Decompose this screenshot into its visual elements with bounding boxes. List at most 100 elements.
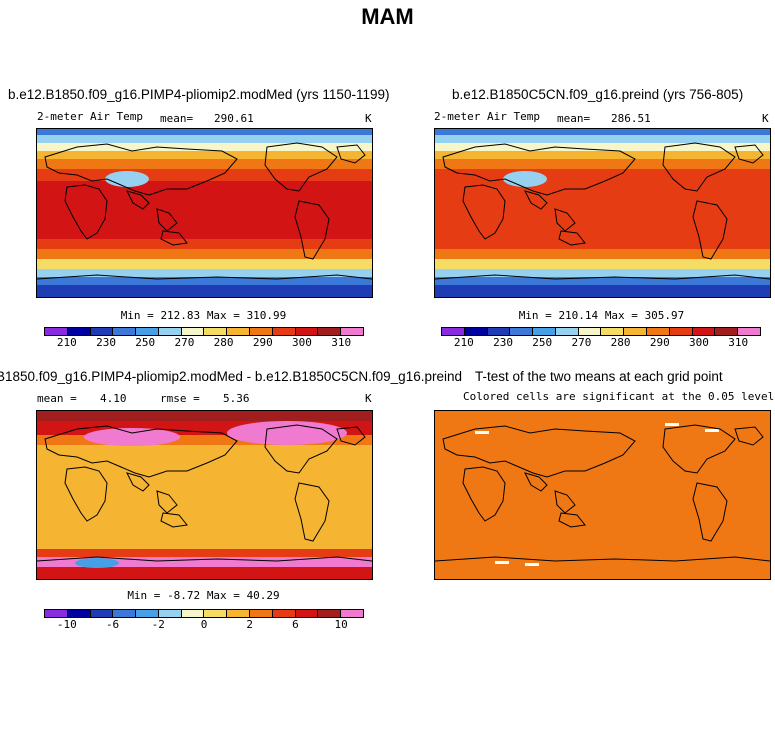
- colorbar-tick-label: 250: [135, 336, 156, 349]
- panel-title-bottom-left: b.e12.B1850.f09_g16.PIMP4-pliomip2.modMe…: [0, 369, 462, 384]
- rmse-label-bottom-left: rmse =: [160, 392, 200, 405]
- coastline: [160, 230, 188, 246]
- map-bottom-left: [36, 410, 373, 580]
- min-value-top-left: 212.83: [160, 309, 201, 322]
- map-band: [37, 567, 372, 579]
- map-band: [37, 159, 372, 169]
- panel-title-clip: b.e12.B1850.f09_g16.PIMP4-pliomip2.modMe…: [0, 369, 462, 389]
- map-band: [37, 239, 372, 249]
- colorbar-swatch: [158, 328, 182, 335]
- map-blob: [227, 421, 347, 445]
- colorbar-swatch: [341, 328, 363, 335]
- map-band: [435, 277, 770, 285]
- coastline: [37, 274, 372, 280]
- colorbar-swatch: [90, 328, 114, 335]
- mean-value-top-left: 290.61: [214, 112, 254, 125]
- map-bottom-right: [434, 410, 771, 580]
- colorbar-top-right: 210 230 250 270 280 290 300 310: [441, 327, 761, 350]
- min-label-top-left: Min =: [120, 309, 154, 322]
- colorbar-swatch: [715, 328, 739, 335]
- map-band: [37, 129, 372, 135]
- map-canvas: [435, 411, 770, 579]
- colorbar-swatch: [533, 328, 556, 335]
- map-canvas: [37, 129, 372, 297]
- map-band: [37, 549, 372, 557]
- colorbar-tick-label: 210: [453, 336, 474, 349]
- colorbar-swatch: [250, 610, 273, 617]
- panel-title-top-left: b.e12.B1850.f09_g16.PIMP4-pliomip2.modMe…: [8, 87, 390, 102]
- colorbar-tick-label: 290: [252, 336, 273, 349]
- map-band: [435, 411, 770, 579]
- map-band: [435, 135, 770, 143]
- map-band: [435, 269, 770, 277]
- colorbar-tick-label: -6: [105, 618, 120, 631]
- min-value-bottom-left: -8.72: [167, 589, 201, 602]
- mean-value-bottom-left: 4.10: [100, 392, 127, 405]
- map-band: [37, 411, 372, 421]
- map-band: [37, 181, 372, 239]
- map-band: [37, 445, 372, 549]
- colorbar-swatch: [510, 328, 534, 335]
- colorbar-top-left: 210 230 250 270 280 290 300 310: [44, 327, 364, 350]
- colorbar-swatch: [578, 328, 602, 335]
- colorbar-swatch: [442, 328, 465, 335]
- colorbar-tick-label: 310: [728, 336, 749, 349]
- coastline: [442, 143, 636, 196]
- colorbar-swatch: [45, 328, 68, 335]
- map-blob: [84, 428, 180, 446]
- map-blob: [503, 171, 547, 187]
- coastline: [442, 425, 636, 478]
- colorbar-swatch: [113, 328, 137, 335]
- colorbar-swatch: [555, 328, 579, 335]
- colorbar-swatch: [158, 610, 182, 617]
- coastline: [462, 184, 506, 240]
- coastline: [156, 208, 178, 232]
- colorbar-swatch: [113, 610, 137, 617]
- coastline: [524, 190, 548, 210]
- map-band: [435, 239, 770, 249]
- colorbar-swatch: [318, 610, 342, 617]
- coastline: [435, 274, 770, 280]
- variable-label-top-right: 2-meter Air Temp: [434, 110, 540, 123]
- map-blob: [525, 563, 539, 566]
- coastline: [44, 143, 238, 196]
- map-band: [435, 159, 770, 169]
- colorbar-swatch: [464, 328, 488, 335]
- colorbar-swatch: [295, 328, 319, 335]
- map-blob: [665, 423, 679, 426]
- colorbar-swatch: [181, 328, 205, 335]
- map-band: [37, 259, 372, 269]
- coastline: [126, 190, 150, 210]
- colorbar-tick-label: 6: [292, 618, 299, 631]
- coastline: [662, 424, 736, 474]
- max-value-top-left: 310.99: [246, 309, 287, 322]
- colorbar-swatches: [44, 327, 364, 336]
- coastline: [294, 200, 330, 260]
- map-blob: [475, 431, 489, 434]
- map-top-right: [434, 128, 771, 298]
- coastline: [294, 482, 330, 542]
- units-top-left: K: [365, 112, 372, 125]
- colorbar-tick-label: 0: [200, 618, 208, 631]
- mean-label-bottom-left: mean =: [37, 392, 77, 405]
- map-blob: [495, 561, 509, 564]
- map-band: [37, 249, 372, 259]
- map-band: [435, 143, 770, 151]
- coastline: [264, 424, 338, 474]
- coastline: [692, 482, 728, 542]
- colorbar-swatch: [67, 610, 91, 617]
- coastline: [160, 512, 188, 528]
- colorbar-swatch: [250, 328, 273, 335]
- units-bottom-left: K: [365, 392, 372, 405]
- colorbar-swatch: [204, 328, 228, 335]
- max-value-top-right: 305.97: [644, 309, 685, 322]
- map-band: [37, 435, 372, 445]
- colorbar-swatch: [601, 328, 625, 335]
- minmax-top-left: Min = 212.83 Max = 310.99: [36, 309, 371, 322]
- coastline: [64, 466, 108, 522]
- min-label-top-right: Min =: [518, 309, 552, 322]
- coastline: [734, 144, 764, 164]
- map-blob: [105, 171, 149, 187]
- colorbar-ticks: -10 -6 -2 0 2 6 10: [44, 618, 364, 632]
- colorbar-swatch: [45, 610, 68, 617]
